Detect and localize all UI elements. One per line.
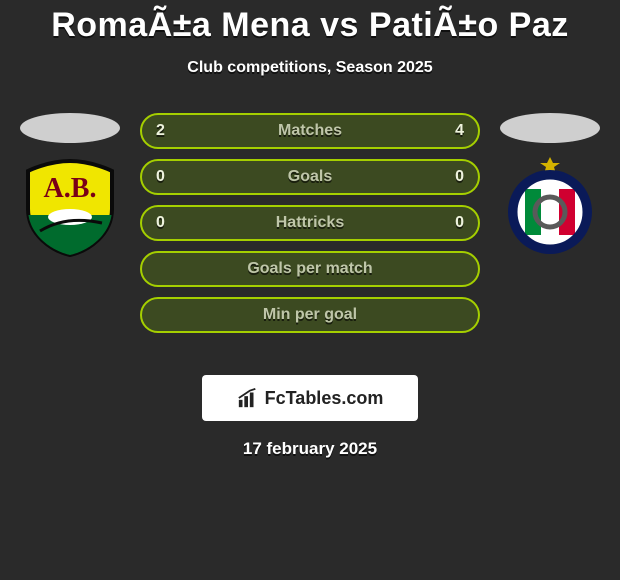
brand-text: FcTables.com [265,388,384,409]
page-subtitle: Club competitions, Season 2025 [0,59,620,77]
stat-label: Matches [278,122,342,140]
page-title: RomaÃ±a Mena vs PatiÃ±o Paz [0,6,620,45]
team-right-crest [500,157,600,257]
stat-label: Goals per match [247,260,372,278]
team-right-column [490,113,610,257]
stat-label: Hattricks [276,214,344,232]
stat-right-value: 4 [455,122,464,140]
stat-row-goals: 0 Goals 0 [140,159,480,195]
stat-row-matches: 2 Matches 4 [140,113,480,149]
stat-row-min-per-goal: Min per goal [140,297,480,333]
badge-icon [500,157,600,257]
comparison-date: 17 february 2025 [0,439,620,459]
stat-label: Goals [288,168,332,186]
crest-left-text: A.B. [44,173,97,204]
stat-right-value: 0 [455,168,464,186]
team-right-name-oval [500,113,600,143]
stat-row-hattricks: 0 Hattricks 0 [140,205,480,241]
team-left-column: A.B. [10,113,130,257]
stat-left-value: 0 [156,168,165,186]
bar-chart-icon [237,387,259,409]
stats-list: 2 Matches 4 0 Goals 0 0 Hattricks 0 Goal… [140,113,480,333]
stat-label: Min per goal [263,306,357,324]
comparison-area: A.B. [0,113,620,353]
stat-right-value: 0 [455,214,464,232]
shield-icon: A.B. [20,157,120,257]
stat-left-value: 2 [156,122,165,140]
team-left-name-oval [20,113,120,143]
stat-left-value: 0 [156,214,165,232]
brand-badge: FcTables.com [202,375,418,421]
stat-row-goals-per-match: Goals per match [140,251,480,287]
team-left-crest: A.B. [20,157,120,257]
